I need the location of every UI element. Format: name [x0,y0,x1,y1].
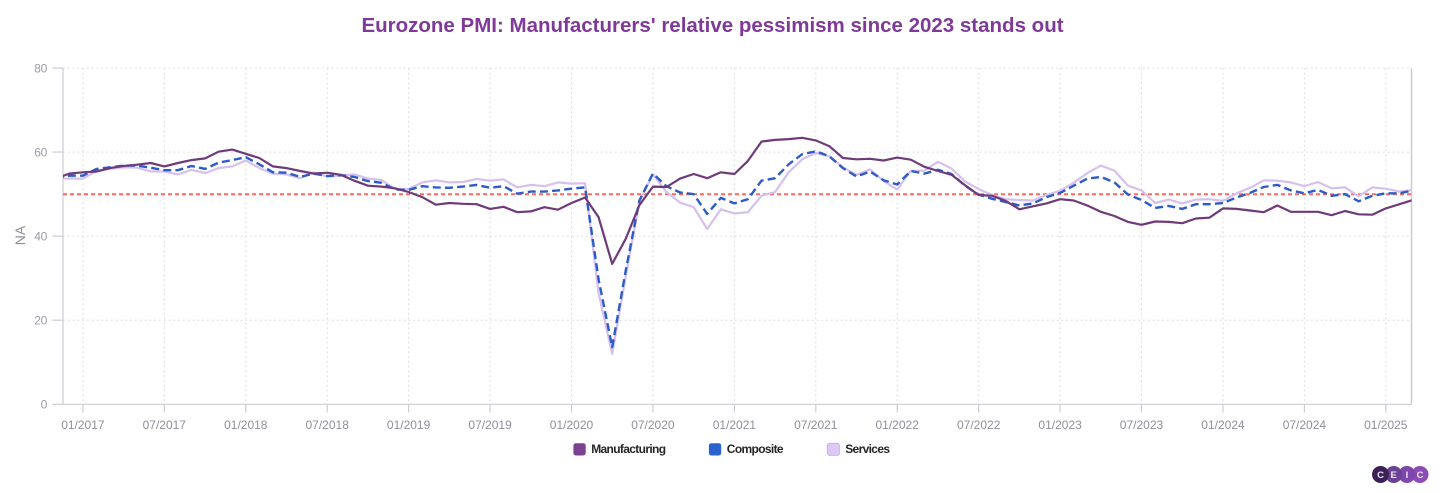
svg-text:07/2023: 07/2023 [1120,418,1164,432]
svg-text:C: C [1377,470,1384,481]
svg-text:07/2017: 07/2017 [143,418,187,432]
svg-text:20: 20 [34,313,47,327]
svg-text:01/2022: 01/2022 [876,418,920,432]
svg-text:01/2018: 01/2018 [224,418,268,432]
svg-text:07/2019: 07/2019 [468,418,512,432]
svg-text:Eurozone PMI: Manufacturers' r: Eurozone PMI: Manufacturers' relative pe… [361,14,1063,37]
svg-text:0: 0 [41,398,48,412]
svg-text:07/2020: 07/2020 [631,418,675,432]
svg-text:07/2018: 07/2018 [306,418,350,432]
svg-text:01/2019: 01/2019 [387,418,431,432]
svg-text:07/2021: 07/2021 [794,418,838,432]
svg-text:01/2024: 01/2024 [1201,418,1245,432]
svg-text:01/2020: 01/2020 [550,418,594,432]
svg-text:07/2024: 07/2024 [1283,418,1327,432]
svg-text:E: E [1391,470,1397,481]
svg-text:01/2023: 01/2023 [1038,418,1082,432]
svg-text:01/2017: 01/2017 [61,418,105,432]
svg-text:NA: NA [12,225,28,245]
svg-text:60: 60 [34,145,47,159]
svg-text:01/2021: 01/2021 [713,418,757,432]
svg-text:Manufacturing: Manufacturing [591,442,666,456]
svg-text:I: I [1406,470,1409,481]
svg-text:Services: Services [845,442,890,456]
svg-text:40: 40 [34,229,47,243]
svg-text:07/2022: 07/2022 [957,418,1001,432]
svg-text:01/2025: 01/2025 [1364,418,1408,432]
svg-text:80: 80 [34,61,47,75]
svg-text:Composite: Composite [727,442,784,456]
svg-text:C: C [1417,470,1424,481]
